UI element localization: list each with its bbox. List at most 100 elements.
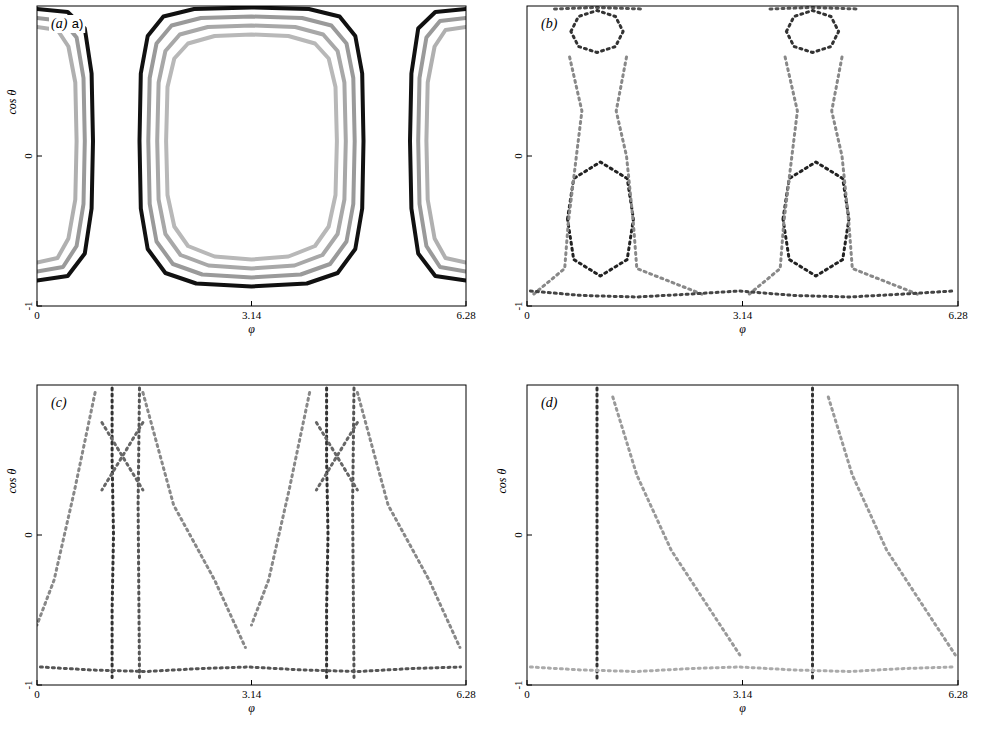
panel-title: (b)	[541, 16, 558, 32]
x-axis-title: φ	[739, 322, 746, 336]
x-tick	[958, 680, 959, 685]
x-tick-label: 0	[34, 309, 40, 321]
y-tick	[37, 306, 42, 307]
series-line	[353, 388, 354, 678]
series-line	[138, 388, 139, 678]
series-line	[534, 57, 582, 294]
y-tick	[37, 685, 42, 686]
frame	[527, 6, 958, 306]
y-tick-label: -1	[22, 301, 34, 310]
y-axis-title: cos θ	[5, 468, 19, 493]
x-tick	[742, 301, 743, 306]
plot-area	[530, 388, 955, 682]
y-tick	[527, 535, 532, 536]
figure: 03.146.28-10φcos θ(a)a)03.146.28-10φ(b)0…	[0, 0, 994, 733]
series-line	[316, 423, 357, 491]
x-tick	[251, 680, 252, 685]
series-line	[613, 397, 740, 655]
x-tick-label: 0	[524, 688, 530, 700]
series-line	[37, 393, 95, 626]
series-line	[327, 388, 328, 678]
x-tick	[37, 680, 38, 685]
plot-area	[37, 388, 461, 678]
series-line	[102, 423, 143, 491]
series-line	[37, 18, 85, 272]
series-line	[140, 8, 364, 287]
series-line	[530, 667, 952, 672]
plot-area	[37, 8, 466, 287]
y-tick	[527, 156, 532, 157]
title-patch	[539, 15, 560, 33]
panel: 03.146.28-10φ(b)	[512, 6, 968, 336]
panel-title: (d)	[541, 395, 558, 411]
series-line	[749, 57, 797, 294]
y-tick-label: -1	[22, 680, 34, 689]
y-tick-label: -1	[512, 680, 524, 689]
panel-title: (c)	[51, 395, 67, 411]
y-tick	[37, 535, 42, 536]
x-tick-label: 6.28	[456, 688, 476, 700]
series-line	[357, 393, 460, 648]
x-tick-label: 0	[34, 688, 40, 700]
y-tick-label: 0	[22, 153, 34, 159]
x-tick-label: 3.14	[733, 309, 753, 321]
panel: 03.146.28-10φcos θ(a)a)	[5, 6, 476, 336]
x-axis-title: φ	[739, 701, 746, 715]
series-line	[40, 667, 460, 672]
series-line	[530, 291, 952, 297]
y-tick-label: 0	[512, 532, 524, 538]
x-tick-label: 6.28	[456, 309, 476, 321]
x-tick	[466, 680, 467, 685]
series-line	[252, 393, 310, 626]
x-tick	[251, 301, 252, 306]
x-tick-label: 0	[524, 309, 530, 321]
series-line	[555, 8, 644, 10]
series-line	[316, 423, 357, 491]
series-line	[811, 388, 814, 682]
x-tick	[527, 680, 528, 685]
x-tick	[527, 301, 528, 306]
y-axis-title: cos θ	[495, 468, 509, 493]
x-tick	[466, 301, 467, 306]
series-line	[568, 162, 634, 276]
series-line	[828, 397, 955, 655]
x-tick-label: 3.14	[242, 309, 262, 321]
series-line	[832, 57, 921, 296]
frame	[37, 385, 466, 685]
x-tick	[742, 680, 743, 685]
series-line	[143, 393, 246, 648]
panel: 03.146.28-10φcos θ(d)	[495, 385, 968, 715]
x-axis-title: φ	[248, 701, 255, 715]
x-tick-label: 3.14	[733, 688, 753, 700]
plot-area	[530, 8, 952, 298]
y-tick-label: -1	[512, 301, 524, 310]
series-line	[37, 27, 77, 263]
frame	[37, 6, 466, 306]
title-patch	[539, 394, 560, 412]
series-line	[102, 423, 143, 491]
y-tick-label: 0	[512, 153, 524, 159]
panel-title: (a)	[51, 16, 68, 32]
y-tick	[37, 156, 42, 157]
series-line	[571, 11, 623, 53]
series-line	[157, 26, 346, 269]
x-tick-label: 6.28	[948, 688, 968, 700]
frame	[527, 385, 958, 685]
title-patch	[49, 15, 85, 33]
series-line	[418, 18, 466, 272]
series-line	[770, 8, 859, 10]
y-axis-title: cos θ	[5, 89, 19, 114]
x-tick	[958, 301, 959, 306]
series-line	[426, 27, 466, 263]
y-tick	[527, 685, 532, 686]
series-line	[112, 388, 113, 678]
series-line	[596, 388, 599, 682]
series-line	[783, 162, 849, 276]
y-tick	[527, 306, 532, 307]
series-line	[148, 17, 354, 278]
panel: 03.146.28-10φcos θ(c)	[5, 385, 476, 715]
panel-annotation: a)	[72, 16, 84, 31]
x-axis-title: φ	[248, 322, 255, 336]
series-line	[410, 9, 466, 281]
series-line	[616, 57, 705, 296]
